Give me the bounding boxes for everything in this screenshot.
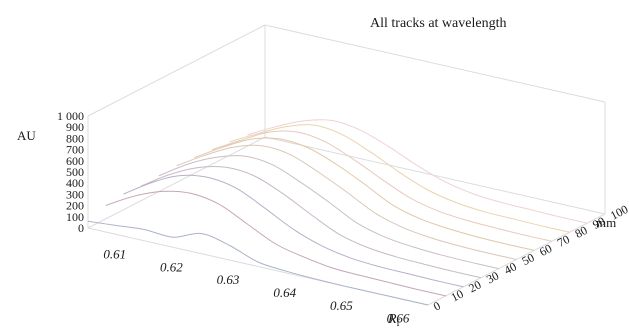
x-tick-label: 0.65 xyxy=(330,298,353,313)
x-tick-label: 0.61 xyxy=(103,246,126,261)
track-line-30mm xyxy=(141,166,481,277)
z-axis-label: mm xyxy=(596,215,616,230)
y-axis-label: AU xyxy=(17,128,36,143)
z-tick-label: 50 xyxy=(519,250,536,268)
track-line-70mm xyxy=(212,131,552,241)
edge-top-left xyxy=(88,25,265,116)
z-tick-label: 80 xyxy=(573,223,590,241)
track-lines xyxy=(88,120,587,305)
edge-floor-left xyxy=(88,137,265,228)
z-tick-label: 20 xyxy=(466,278,483,296)
x-axis-label-main: R xyxy=(387,312,397,327)
chart-title: All tracks at wavelength xyxy=(370,16,506,31)
z-tick-label: 10 xyxy=(449,287,466,305)
z-tick-label: 70 xyxy=(555,232,572,250)
z-tick-label: 0 xyxy=(431,298,443,313)
x-tick-label: 0.62 xyxy=(160,259,183,274)
z-tick-label: 60 xyxy=(537,241,554,259)
x-tick-label: 0.64 xyxy=(273,285,296,300)
z-tick-label: 40 xyxy=(502,259,519,277)
y-tick-label: 1 000 xyxy=(57,109,84,123)
track-line-50mm xyxy=(177,145,517,259)
x-axis-label-sub: f xyxy=(397,318,400,328)
track-line-40mm xyxy=(159,156,499,269)
z-tick-label: 30 xyxy=(484,268,501,286)
edge-floor-back xyxy=(265,137,605,214)
x-tick-label: 0.63 xyxy=(217,272,240,287)
edge-top-back xyxy=(265,25,605,102)
x-axis-ticks: 0.610.620.630.640.650.66 xyxy=(103,246,410,325)
